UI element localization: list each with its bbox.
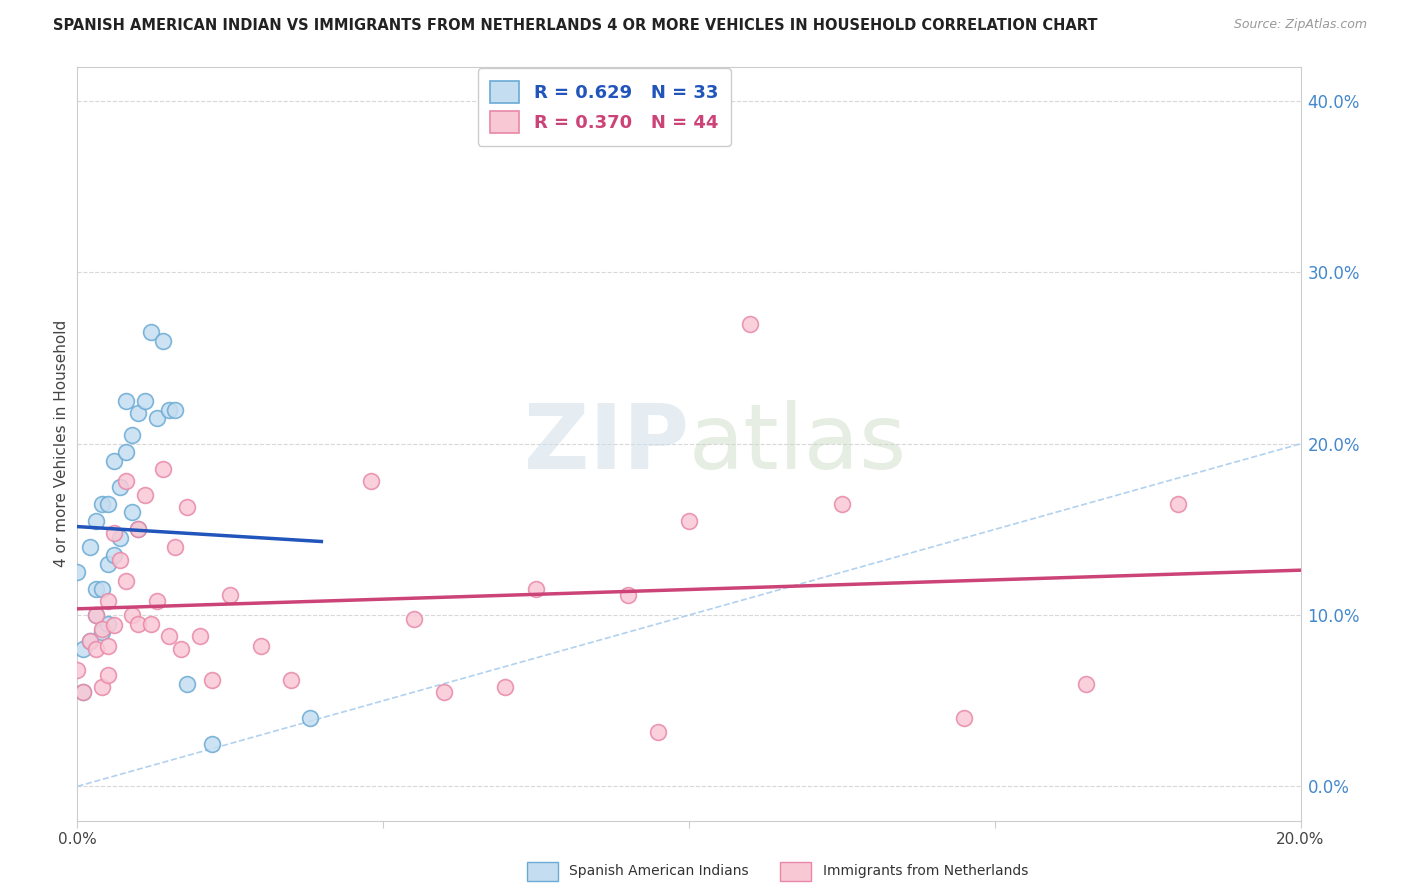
Point — [134, 393, 156, 408]
Point — [121, 428, 143, 442]
Point — [97, 594, 120, 608]
Point — [84, 642, 107, 657]
Point — [953, 711, 976, 725]
Point — [72, 685, 94, 699]
Point — [740, 317, 762, 331]
Point — [360, 475, 382, 489]
Point — [201, 673, 224, 688]
Point — [152, 334, 174, 348]
Point — [90, 497, 112, 511]
Point — [128, 406, 150, 420]
Point — [103, 548, 125, 562]
Point — [97, 639, 120, 653]
Point — [79, 540, 101, 554]
Point — [298, 711, 321, 725]
Text: Spanish American Indians: Spanish American Indians — [569, 864, 749, 879]
Point — [1076, 676, 1098, 690]
Point — [90, 680, 112, 694]
Point — [84, 608, 107, 623]
Point — [108, 480, 131, 494]
Point — [146, 411, 169, 425]
Point — [280, 673, 302, 688]
Point — [115, 393, 138, 408]
Point — [524, 582, 547, 597]
Point — [103, 525, 125, 540]
Point — [90, 622, 112, 636]
Text: SPANISH AMERICAN INDIAN VS IMMIGRANTS FROM NETHERLANDS 4 OR MORE VEHICLES IN HOU: SPANISH AMERICAN INDIAN VS IMMIGRANTS FR… — [53, 18, 1098, 33]
Point — [139, 326, 162, 340]
Point — [176, 500, 198, 515]
Point — [128, 523, 150, 537]
Y-axis label: 4 or more Vehicles in Household: 4 or more Vehicles in Household — [53, 320, 69, 567]
Point — [250, 639, 273, 653]
Point — [188, 629, 211, 643]
Point — [121, 505, 143, 519]
Point — [115, 574, 138, 588]
Point — [165, 540, 187, 554]
Point — [433, 685, 456, 699]
Point — [72, 685, 94, 699]
Point — [97, 616, 120, 631]
Legend: R = 0.629   N = 33, R = 0.370   N = 44: R = 0.629 N = 33, R = 0.370 N = 44 — [478, 69, 731, 146]
Point — [66, 566, 89, 580]
Point — [103, 454, 125, 468]
Point — [66, 663, 89, 677]
Point — [97, 557, 120, 571]
Point — [79, 633, 101, 648]
Point — [617, 588, 640, 602]
Point — [128, 523, 150, 537]
Point — [84, 514, 107, 528]
Point — [134, 488, 156, 502]
Point — [176, 676, 198, 690]
Point — [831, 497, 853, 511]
Point — [647, 724, 669, 739]
Point — [121, 608, 143, 623]
Point — [201, 737, 224, 751]
Point — [84, 582, 107, 597]
Point — [90, 625, 112, 640]
Point — [170, 642, 193, 657]
Text: ZIP: ZIP — [524, 400, 689, 488]
Point — [97, 497, 120, 511]
Point — [90, 582, 112, 597]
Point — [79, 633, 101, 648]
Point — [72, 642, 94, 657]
Point — [128, 616, 150, 631]
Text: Source: ZipAtlas.com: Source: ZipAtlas.com — [1233, 18, 1367, 31]
Point — [157, 629, 180, 643]
Point — [1167, 497, 1189, 511]
Point — [219, 588, 242, 602]
Point — [115, 445, 138, 459]
Point — [97, 668, 120, 682]
Text: atlas: atlas — [689, 400, 907, 488]
Point — [115, 475, 138, 489]
Point — [103, 618, 125, 632]
Point — [402, 611, 425, 625]
Point — [108, 553, 131, 567]
Point — [146, 594, 169, 608]
Point — [152, 462, 174, 476]
Point — [157, 402, 180, 417]
Point — [495, 680, 517, 694]
Point — [84, 608, 107, 623]
Point — [139, 616, 162, 631]
Point — [108, 531, 131, 545]
Text: Immigrants from Netherlands: Immigrants from Netherlands — [823, 864, 1028, 879]
Point — [678, 514, 700, 528]
Point — [165, 402, 187, 417]
